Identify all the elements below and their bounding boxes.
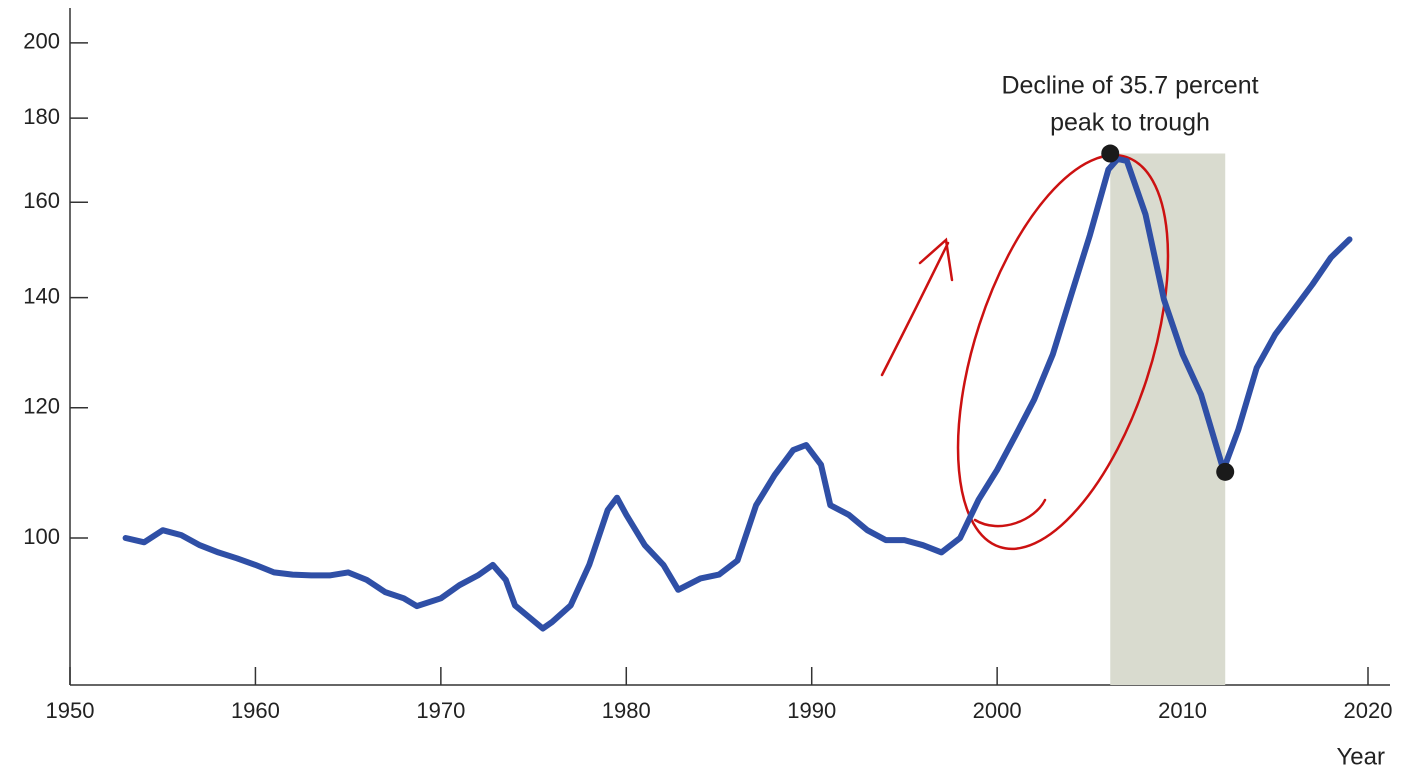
red-arrow-head — [918, 237, 954, 282]
x-tick-label: 1980 — [602, 698, 651, 723]
y-tick-label: 200 — [23, 29, 60, 54]
x-tick-label: 1970 — [416, 698, 465, 723]
x-tick-label: 1990 — [787, 698, 836, 723]
hand-drawn-marks — [880, 153, 1170, 551]
y-tick-label: 120 — [23, 394, 60, 419]
x-tick-label: 2000 — [973, 698, 1022, 723]
x-tick-label: 2020 — [1344, 698, 1393, 723]
y-tick-label: 100 — [23, 524, 60, 549]
red-swoosh — [973, 498, 1047, 528]
x-axis-label: Year — [1337, 743, 1386, 770]
data-line — [122, 155, 1353, 632]
y-tick-label: 180 — [23, 104, 60, 129]
y-tick-label: 140 — [23, 283, 60, 308]
y-tick-label: 160 — [23, 188, 60, 213]
red-ellipse — [956, 153, 1170, 551]
x-tick-label: 1960 — [231, 698, 280, 723]
marker — [1216, 462, 1235, 481]
annotation: peak to trough — [1050, 109, 1210, 137]
red-arrow — [880, 241, 950, 377]
x-tick-label: 2010 — [1158, 698, 1207, 723]
x-tick-label: 1950 — [46, 698, 95, 723]
annotation: Decline of 35.7 percent — [1001, 72, 1258, 100]
marker — [1101, 144, 1120, 163]
